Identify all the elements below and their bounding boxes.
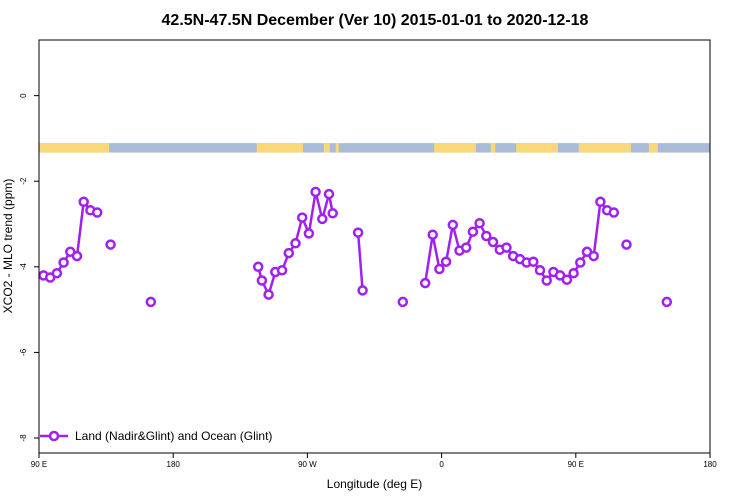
data-point <box>58 257 69 268</box>
x-tick-label: 180 <box>703 460 717 469</box>
y-axis-label: XCO2 - MLO trend (ppm) <box>1 179 15 314</box>
data-point <box>145 296 157 308</box>
data-point <box>467 226 479 237</box>
legend-marker-swatch <box>48 430 60 442</box>
x-tick-label: 90 E <box>568 460 584 469</box>
data-point <box>541 275 552 286</box>
series-line-segment <box>356 232 364 291</box>
data-point <box>256 275 268 286</box>
data-point <box>528 256 539 267</box>
data-point <box>595 196 606 208</box>
data-point <box>283 247 295 259</box>
x-tick-label: 90 W <box>298 460 317 469</box>
series-group <box>38 186 673 308</box>
data-point <box>434 263 445 275</box>
data-point <box>534 265 546 276</box>
data-point <box>608 207 620 218</box>
land-band <box>335 143 339 153</box>
data-point <box>487 236 499 248</box>
y-tick-label: -6 <box>19 348 28 356</box>
data-point <box>317 213 328 225</box>
data-point <box>568 267 579 279</box>
data-point <box>323 188 335 200</box>
land-band <box>323 143 330 153</box>
data-point <box>290 238 301 249</box>
data-point <box>447 219 459 231</box>
x-tick-label: 90 E <box>31 460 47 469</box>
land-band <box>256 143 303 153</box>
data-point <box>427 229 438 240</box>
x-tick-label: 180 <box>167 460 181 469</box>
data-point <box>460 242 472 253</box>
y-axis: 0 -2 -4 -6 -8 <box>19 93 39 442</box>
x-axis-label: Longitude (deg E) <box>327 477 422 491</box>
data-point <box>296 212 308 223</box>
data-point <box>91 207 103 218</box>
data-point <box>474 217 485 229</box>
data-point <box>327 208 338 219</box>
data-point <box>51 267 63 279</box>
data-point <box>303 228 315 239</box>
data-point <box>310 186 321 198</box>
data-point <box>561 274 573 285</box>
data-point <box>263 289 274 300</box>
data-point <box>252 261 264 273</box>
data-point <box>501 242 512 253</box>
land-band <box>578 143 631 153</box>
data-point <box>419 277 431 289</box>
y-tick-label: -4 <box>19 263 28 271</box>
data-point <box>78 196 89 208</box>
y-tick-label: 0 <box>19 93 28 98</box>
x-axis: 90 E 180 90 W 0 90 E 180 <box>31 453 717 469</box>
data-point <box>105 239 116 250</box>
land-band <box>39 143 110 153</box>
data-point <box>440 256 452 267</box>
data-point <box>352 227 364 238</box>
ocean-band <box>39 143 710 153</box>
land-ocean-strip <box>39 143 710 153</box>
data-point <box>621 239 632 250</box>
land-band <box>516 143 558 153</box>
land-band <box>490 143 496 153</box>
data-point <box>71 250 83 262</box>
data-point <box>276 265 288 276</box>
data-point <box>481 230 492 242</box>
legend-entry: Land (Nadir&Glint) and Ocean (Glint) <box>75 429 272 443</box>
data-point <box>661 296 673 308</box>
y-tick-label: -8 <box>19 434 28 442</box>
data-point <box>588 250 599 262</box>
data-point <box>357 285 368 296</box>
plot-frame <box>38 39 711 454</box>
legend: Land (Nadir&Glint) and Ocean (Glint) <box>40 429 272 443</box>
data-point <box>397 296 409 308</box>
y-tick-label: -2 <box>19 177 28 185</box>
x-tick-label: 0 <box>439 460 444 469</box>
chart-title: 42.5N-47.5N December (Ver 10) 2015-01-01… <box>162 12 589 29</box>
data-point <box>575 257 586 268</box>
land-band <box>434 143 476 153</box>
land-band <box>648 143 658 153</box>
